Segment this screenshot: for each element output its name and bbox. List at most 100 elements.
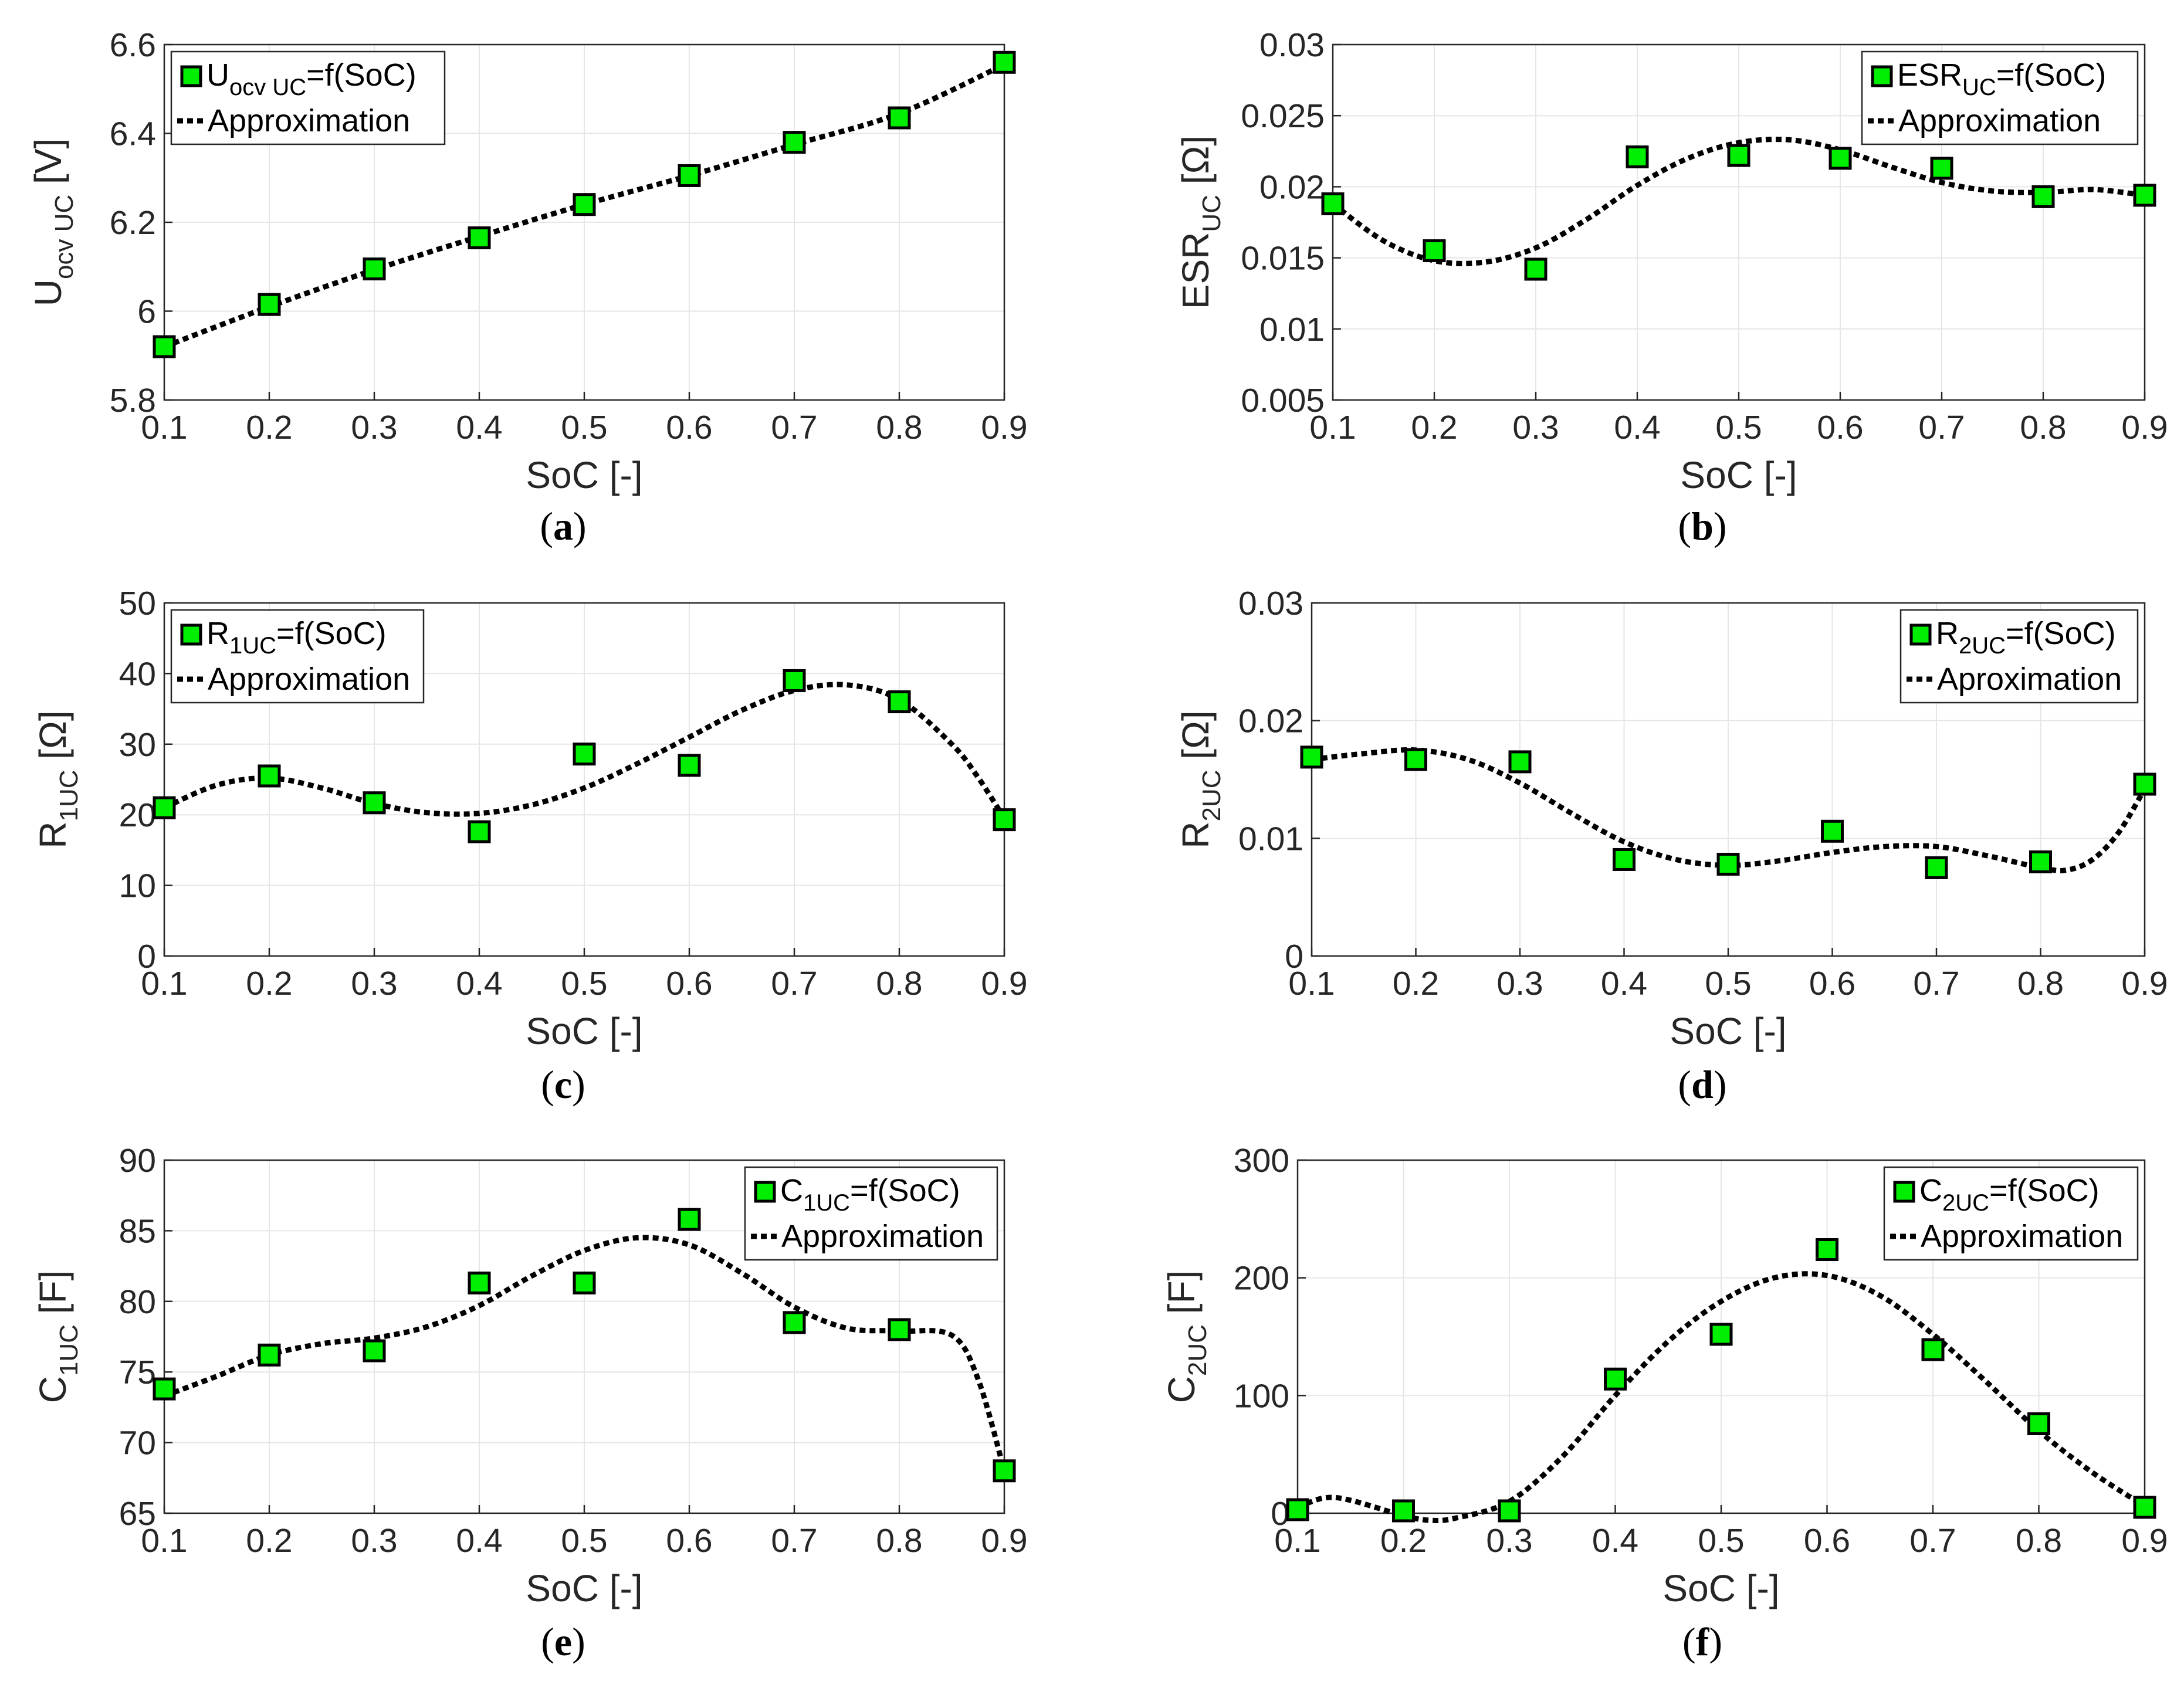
x-tick-label: 0.6 xyxy=(1809,965,1855,1002)
y-tick-label: 0.02 xyxy=(1259,168,1325,206)
x-tick-label: 0.3 xyxy=(1512,409,1559,446)
data-point xyxy=(1524,257,1548,281)
subfigure-caption: (b) xyxy=(1678,504,1726,548)
legend-entry-data-main: C xyxy=(780,1173,803,1208)
y-axis-label-sub: 2UC xyxy=(1197,770,1226,821)
x-tick-label: 0.6 xyxy=(1817,409,1863,446)
data-point xyxy=(888,1318,911,1341)
caption-letter: e xyxy=(554,1619,572,1664)
data-point xyxy=(993,50,1016,74)
y-tick-label: 0.025 xyxy=(1241,97,1325,135)
chart-d: 0.1 0.2 0.3 0.4 0.5 0.6 0.7 0.8 0.9 0 0.01 0.02 0.03… xyxy=(1174,585,2168,1107)
x-tick-label: 0.5 xyxy=(561,1522,607,1560)
x-tick-label: 0.9 xyxy=(981,1522,1027,1560)
x-tick-label: 0.5 xyxy=(1698,1522,1744,1560)
legend-entry-data-rest: =f(SoC) xyxy=(1996,57,2107,93)
data-point xyxy=(888,106,911,130)
legend: Uocv UC=f(SoC)Approximation xyxy=(170,50,446,145)
data-point xyxy=(993,808,1016,832)
data-point xyxy=(1404,748,1427,771)
data-point xyxy=(1613,848,1636,871)
legend-entry-data: ESRUC=f(SoC) xyxy=(1897,57,2106,100)
y-tick-label: 0.01 xyxy=(1238,820,1303,857)
data-point xyxy=(1508,750,1532,774)
x-axis-label: SoC [-] xyxy=(1680,454,1797,496)
y-tick-label: 20 xyxy=(119,796,156,834)
x-tick-label: 0.2 xyxy=(246,409,292,446)
legend-entry-data-rest: =f(SoC) xyxy=(276,616,387,651)
legend-entry-data-main: U xyxy=(206,57,229,93)
x-tick-label: 0.8 xyxy=(876,965,922,1002)
legend-entry-data-sub: ocv UC xyxy=(229,74,306,100)
y-axis-label-main: ESR xyxy=(1174,232,1217,310)
data-point xyxy=(363,791,386,815)
y-axis-label-main: R xyxy=(1174,822,1217,849)
x-tick-label: 0.8 xyxy=(2016,1522,2062,1560)
legend-entry-data: C1UC=f(SoC) xyxy=(780,1173,960,1216)
axes-frame xyxy=(163,602,1005,957)
y-tick-label: 6.6 xyxy=(110,26,156,64)
x-axis-label: SoC [-] xyxy=(526,454,642,496)
data-point xyxy=(573,193,596,216)
legend-box xyxy=(1883,1166,2139,1261)
x-axis-label: SoC [-] xyxy=(526,1010,642,1052)
y-tick-label: 0.015 xyxy=(1241,240,1325,277)
data-point xyxy=(1709,1323,1733,1346)
data-point xyxy=(258,293,281,316)
chart-a: 0.1 0.2 0.3 0.4 0.5 0.6 0.7 0.8 0.9 5.8 6 6.2 6.4 6.6… xyxy=(27,26,1028,548)
x-tick-label: 0.5 xyxy=(561,409,607,446)
chart-c: 0.1 0.2 0.3 0.4 0.5 0.6 0.7 0.8 0.9 0 10 20 30 40 50 So… xyxy=(32,585,1028,1107)
x-tick-label: 0.4 xyxy=(456,1522,502,1560)
x-tick-label: 0.4 xyxy=(1592,1522,1638,1560)
y-tick-label: 75 xyxy=(119,1354,156,1391)
y-axis-label-unit: [Ω] xyxy=(1174,710,1217,770)
legend-marker-icon xyxy=(180,623,202,646)
x-tick-label: 0.9 xyxy=(981,409,1027,446)
y-tick-label: 30 xyxy=(119,726,156,764)
x-tick-label: 0.4 xyxy=(1601,965,1647,1002)
x-tick-label: 0.3 xyxy=(351,965,397,1002)
x-tick-label: 0.8 xyxy=(2017,965,2064,1002)
subfigure-caption: (e) xyxy=(541,1619,585,1664)
y-axis-label: C1UC [F] xyxy=(32,1270,83,1404)
y-axis-label-sub: ocv UC xyxy=(50,195,79,279)
caption-letter: c xyxy=(554,1062,572,1107)
y-tick-label: 10 xyxy=(119,867,156,905)
caption-paren-close: ) xyxy=(1714,504,1727,548)
subfigure-caption: (a) xyxy=(540,504,586,548)
legend: R1UC=f(SoC)Approximation xyxy=(170,609,425,704)
approximation-line xyxy=(1296,1271,2146,1523)
x-axis-label: SoC [-] xyxy=(1670,1010,1786,1052)
approximation-line xyxy=(163,682,1007,820)
legend-entry-data-sub: 1UC xyxy=(803,1190,850,1216)
y-tick-label: 0.03 xyxy=(1259,26,1325,64)
data-point xyxy=(573,743,596,766)
x-tick-label: 0.7 xyxy=(771,965,817,1002)
x-tick-label: 0.1 xyxy=(1288,965,1335,1002)
data-point xyxy=(2029,850,2052,873)
data-point xyxy=(2133,1496,2156,1519)
y-axis-label-unit: [F] xyxy=(32,1270,74,1324)
subfigure-caption: (d) xyxy=(1678,1062,1726,1107)
legend: ESRUC=f(SoC)Approximation xyxy=(1861,50,2139,145)
x-tick-label: 0.6 xyxy=(1804,1522,1850,1560)
caption-letter: d xyxy=(1691,1062,1714,1107)
x-tick-label: 0.1 xyxy=(141,409,187,446)
x-tick-label: 0.2 xyxy=(246,1522,292,1560)
data-point xyxy=(153,335,176,358)
caption-letter: b xyxy=(1691,504,1714,548)
legend-entry-data-rest: =f(SoC) xyxy=(1989,1173,2100,1208)
legend-entry-approximation: Aproximation xyxy=(1937,662,2122,697)
legend-entry-approximation: Approximation xyxy=(208,103,410,138)
legend-entry-data: Uocv UC=f(SoC) xyxy=(206,57,417,100)
legend-entry-data-main: ESR xyxy=(1897,57,1962,93)
legend-entry-data-main: R xyxy=(1936,616,1959,651)
caption-paren-open: ( xyxy=(541,1619,554,1664)
caption-paren-close: ) xyxy=(1709,1619,1722,1664)
y-tick-label: 5.8 xyxy=(110,382,156,419)
legend-marker-icon xyxy=(1871,65,1893,87)
data-point xyxy=(2133,184,2156,207)
legend-box xyxy=(1899,609,2139,704)
data-point xyxy=(363,257,386,281)
